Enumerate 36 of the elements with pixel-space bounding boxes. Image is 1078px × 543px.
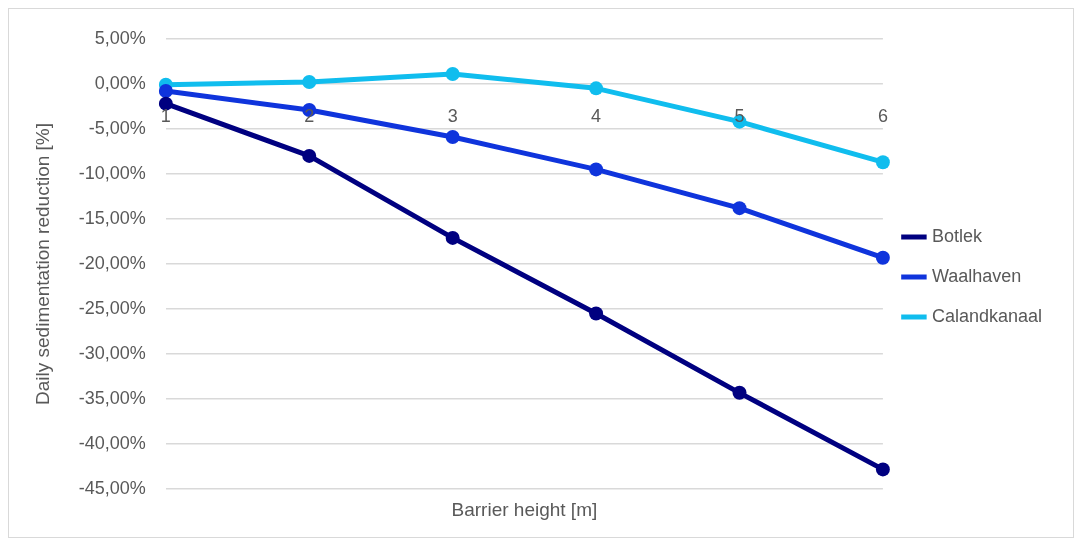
- point: [732, 201, 747, 216]
- x-axis-title: Barrier height [m]: [451, 498, 598, 520]
- y-tick-label: -40,00%: [78, 433, 146, 454]
- y-tick-label: -35,00%: [78, 388, 146, 409]
- point: [445, 66, 460, 81]
- point: [158, 96, 173, 111]
- point: [302, 75, 317, 90]
- y-tick-label: -5,00%: [88, 117, 146, 138]
- point: [589, 306, 604, 321]
- x-tick-label: 6: [877, 105, 888, 126]
- y-tick-label: -10,00%: [78, 162, 146, 183]
- y-tick-label: -25,00%: [78, 298, 146, 319]
- point: [445, 129, 460, 144]
- legend-label: Botlek: [931, 225, 983, 246]
- x-tick-label: 1: [160, 105, 171, 126]
- y-tick-label: 0,00%: [94, 72, 146, 93]
- y-tick-label: 5,00%: [94, 27, 146, 48]
- point: [158, 84, 173, 99]
- y-tick-label: -30,00%: [78, 343, 146, 364]
- y-tick-label: -15,00%: [78, 207, 146, 228]
- legend-label: Calandkanaal: [931, 305, 1043, 326]
- point: [875, 155, 890, 170]
- point: [445, 230, 460, 245]
- point: [732, 385, 747, 400]
- legend-label: Waalhaven: [931, 265, 1022, 286]
- x-tick-label: 3: [447, 105, 458, 126]
- y-tick-label: -45,00%: [78, 478, 146, 499]
- x-tick-label: 2: [304, 105, 315, 126]
- point: [875, 250, 890, 265]
- point: [589, 162, 604, 177]
- point: [302, 148, 317, 163]
- y-tick-label: -20,00%: [78, 252, 146, 273]
- x-tick-label: 4: [591, 105, 602, 126]
- point: [589, 81, 604, 96]
- y-axis-title: Daily sedimentation reduction [%]: [31, 123, 53, 405]
- point: [875, 462, 890, 477]
